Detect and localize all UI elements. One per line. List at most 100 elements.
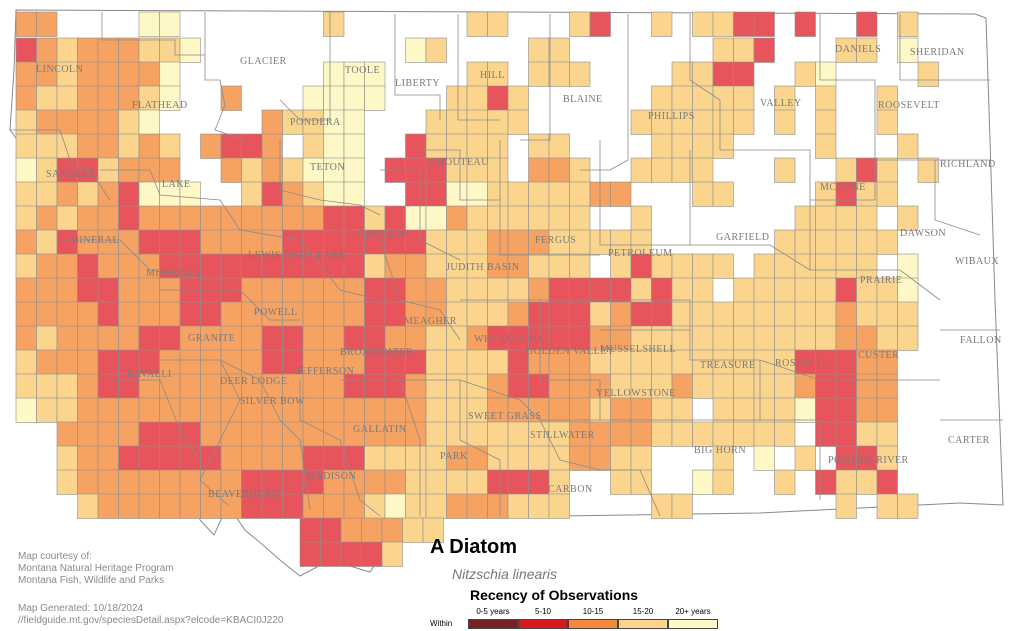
observation-cell: [425, 109, 447, 135]
county-label-lake: LAKE: [162, 179, 191, 190]
observation-cell: [774, 229, 796, 255]
observation-cell: [320, 517, 342, 543]
observation-cell: [876, 373, 898, 399]
observation-cell: [97, 445, 119, 471]
observation-cell: [302, 397, 324, 423]
observation-cell: [466, 349, 488, 375]
observation-cell: [261, 445, 283, 471]
observation-cell: [466, 445, 488, 471]
observation-cell: [343, 109, 365, 135]
observation-cell: [402, 517, 424, 543]
observation-cell: [446, 493, 468, 519]
observation-cell: [364, 253, 386, 279]
observation-cell: [856, 205, 878, 231]
observation-cell: [364, 301, 386, 327]
observation-cell: [425, 277, 447, 303]
species-common-name: A Diatom: [430, 536, 518, 558]
observation-cell: [405, 37, 427, 63]
observation-cell: [159, 397, 181, 423]
county-label-granite: GRANITE: [188, 333, 235, 344]
county-label-deer-lodge: DEER LODGE: [220, 376, 288, 387]
observation-cell: [794, 61, 816, 87]
observation-cell: [179, 37, 201, 63]
observation-cell: [15, 373, 37, 399]
observation-cell: [774, 421, 796, 447]
observation-cell: [712, 469, 734, 495]
observation-cell: [343, 397, 365, 423]
observation-cell: [446, 373, 468, 399]
observation-cell: [241, 325, 263, 351]
county-label-wibaux: WIBAUX: [955, 256, 999, 267]
observation-cell: [159, 85, 181, 111]
observation-cell: [361, 541, 383, 567]
observation-cell: [384, 253, 406, 279]
observation-cell: [856, 421, 878, 447]
observation-cell: [446, 325, 468, 351]
observation-cell: [241, 181, 263, 207]
observation-cell: [36, 85, 58, 111]
observation-cell: [856, 397, 878, 423]
observation-cell: [876, 301, 898, 327]
observation-cell: [118, 493, 140, 519]
observation-cell: [733, 11, 755, 37]
observation-cell: [138, 205, 160, 231]
observation-cell: [36, 205, 58, 231]
observation-cell: [56, 37, 78, 63]
county-label-phillips: PHILLIPS: [648, 111, 695, 122]
observation-cell: [815, 373, 837, 399]
observation-cell: [671, 421, 693, 447]
county-label-daniels: DANIELS: [835, 44, 881, 55]
observation-cell: [466, 301, 488, 327]
observation-cell: [589, 11, 611, 37]
observation-cell: [97, 325, 119, 351]
observation-cell: [528, 493, 550, 519]
observation-cell: [323, 133, 345, 159]
observation-cell: [876, 229, 898, 255]
observation-cell: [159, 445, 181, 471]
observation-cell: [323, 11, 345, 37]
observation-cell: [671, 277, 693, 303]
observation-cell: [835, 325, 857, 351]
county-label-carbon: CARBON: [548, 484, 593, 495]
observation-cell: [384, 445, 406, 471]
observation-cell: [384, 277, 406, 303]
county-label-silver-bow: SILVER BOW: [240, 396, 305, 407]
observation-cell: [425, 397, 447, 423]
observation-cell: [159, 37, 181, 63]
observation-cell: [835, 469, 857, 495]
county-label-cascade: CASCADE: [358, 229, 408, 240]
observation-cell: [56, 205, 78, 231]
credit-line-1: Map courtesy of:: [18, 551, 92, 562]
observation-cell: [671, 493, 693, 519]
observation-cell: [466, 277, 488, 303]
observation-cell: [302, 373, 324, 399]
observation-cell: [671, 133, 693, 159]
observation-cell: [733, 37, 755, 63]
observation-cell: [282, 493, 304, 519]
county-label-hill: HILL: [480, 70, 505, 81]
observation-cell: [528, 301, 550, 327]
observation-cell: [323, 445, 345, 471]
observation-cell: [651, 85, 673, 111]
observation-cell: [15, 157, 37, 183]
observation-cell: [159, 493, 181, 519]
observation-cell: [241, 133, 263, 159]
observation-cell: [446, 229, 468, 255]
observation-cell: [712, 133, 734, 159]
observation-cell: [753, 277, 775, 303]
observation-cell: [507, 373, 529, 399]
observation-cell: [507, 109, 529, 135]
observation-cell: [917, 157, 939, 183]
observation-cell: [835, 205, 857, 231]
county-label-prairie: PRAIRIE: [860, 275, 902, 286]
observation-cell: [651, 133, 673, 159]
observation-cell: [200, 229, 222, 255]
observation-cell: [569, 181, 591, 207]
observation-cell: [302, 445, 324, 471]
observation-cell: [548, 373, 570, 399]
observation-cell: [36, 397, 58, 423]
observation-cell: [77, 445, 99, 471]
observation-cell: [36, 37, 58, 63]
county-label-yellowstone: YELLOWSTONE: [596, 388, 676, 399]
observation-cell: [528, 277, 550, 303]
